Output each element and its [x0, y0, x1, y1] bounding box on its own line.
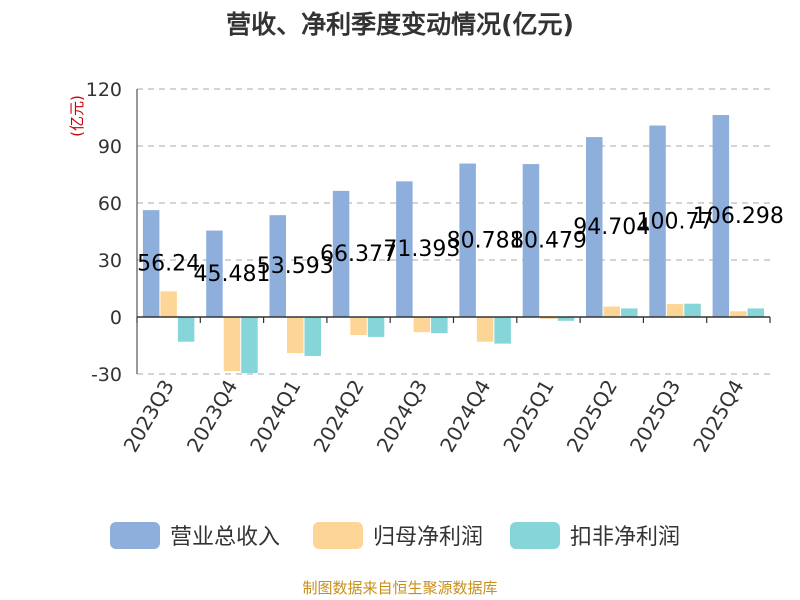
legend-swatch [110, 522, 160, 549]
data-label: 56.24 [137, 252, 200, 277]
bar-revenue [649, 125, 666, 317]
legend-swatch [313, 522, 363, 549]
bar-revenue [396, 181, 413, 317]
bar-deducted-net-profit [494, 317, 511, 344]
data-label: 80.479 [510, 229, 587, 254]
bar-revenue [459, 163, 476, 317]
y-axis-unit: (亿元) [68, 95, 86, 137]
x-tick-label: 2024Q3 [372, 376, 432, 457]
bar-deducted-net-profit [621, 308, 638, 317]
y-tick-label: -30 [91, 364, 122, 386]
y-tick-label: 30 [98, 250, 122, 272]
bar-net-profit [540, 317, 557, 319]
legend-swatch [510, 522, 560, 549]
bar-deducted-net-profit [241, 317, 258, 374]
bar-revenue [586, 137, 603, 317]
bar-deducted-net-profit [557, 317, 575, 321]
data-label: 71.393 [383, 237, 460, 262]
data-label: 53.593 [257, 254, 334, 279]
bar-revenue [712, 115, 730, 317]
bar-net-profit [476, 317, 494, 342]
bar-revenue [142, 210, 160, 317]
legend-label: 营业总收入 [170, 525, 280, 550]
x-tick-label: 2025Q3 [625, 376, 685, 457]
bar-net-profit [666, 304, 684, 317]
y-tick-label: 120 [86, 79, 122, 101]
y-tick-label: 90 [98, 136, 122, 158]
bar-deducted-net-profit [431, 317, 448, 334]
x-tick-label: 2024Q1 [245, 376, 305, 457]
bar-revenue [206, 230, 223, 317]
bar-net-profit [350, 317, 367, 336]
y-tick-label: 60 [98, 193, 122, 215]
bar-net-profit [603, 306, 620, 317]
legend: 营业总收入 归母净利润 扣非净利润 [110, 522, 680, 550]
data-label: 100.77 [637, 209, 714, 234]
x-tick-label: 2025Q2 [562, 376, 622, 457]
bar-deducted-net-profit [304, 317, 321, 356]
source-note: 制图数据来自恒生聚源数据库 [302, 579, 497, 597]
bar-revenue [332, 190, 350, 317]
data-label: 80.781 [447, 228, 524, 253]
bar-deducted-net-profit [177, 317, 195, 342]
data-label: 45.481 [193, 262, 270, 287]
bar-net-profit [160, 291, 177, 317]
bar-net-profit [730, 311, 747, 317]
bar-net-profit [287, 317, 304, 354]
chart-title: 营收、净利季度变动情况(亿元) [226, 10, 574, 39]
bar-deducted-net-profit [367, 317, 385, 337]
x-tick-label: 2023Q3 [119, 376, 179, 457]
x-tick-label: 2025Q4 [688, 376, 748, 457]
data-label: 66.377 [320, 242, 397, 267]
bar-net-profit [223, 317, 241, 372]
legend-label: 扣非净利润 [570, 525, 680, 550]
bars-layer [142, 115, 765, 374]
bar-deducted-net-profit [747, 308, 765, 317]
data-label: 106.298 [693, 204, 784, 229]
legend-label: 归母净利润 [373, 525, 483, 550]
bar-deducted-net-profit [684, 303, 701, 317]
data-labels-layer: 56.2445.48153.59366.37771.39380.78180.47… [137, 204, 784, 287]
bar-net-profit [413, 317, 431, 333]
x-tick-label: 2023Q4 [182, 376, 242, 457]
x-tick-label: 2025Q1 [498, 376, 558, 457]
x-tick-label: 2024Q4 [435, 376, 495, 457]
bar-revenue [269, 215, 286, 317]
data-label: 94.704 [573, 215, 650, 240]
y-tick-label: 0 [110, 307, 122, 329]
bar-revenue [522, 164, 540, 317]
x-tick-label: 2024Q2 [308, 376, 368, 457]
